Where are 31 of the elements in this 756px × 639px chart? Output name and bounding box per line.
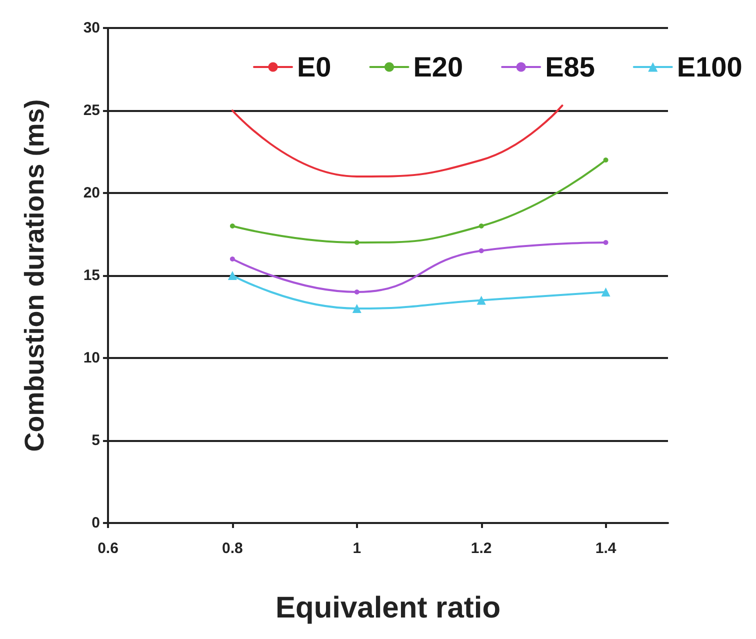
y-tick-label: 30 (83, 20, 100, 36)
point (603, 158, 608, 162)
y-tick-label: 20 (83, 184, 100, 202)
x-axis-title: Equivalent ratio (275, 592, 501, 624)
legend-label: E20 (413, 52, 464, 82)
y-tick-label: 15 (83, 267, 100, 284)
point (230, 256, 235, 262)
y-axis-title: Combustion durations (ms) (20, 99, 50, 452)
point (603, 240, 608, 245)
y-tick-label: 25 (83, 102, 100, 119)
y-tick-label: 5 (92, 432, 100, 449)
x-tick-label: 1 (352, 540, 362, 557)
legend-label: E0 (297, 52, 332, 82)
point (476, 296, 486, 305)
point (352, 304, 362, 313)
point (230, 224, 235, 228)
point (228, 271, 237, 280)
point (478, 248, 484, 254)
x-tick-label: 1.4 (595, 540, 617, 557)
legend-label: E85 (545, 52, 595, 82)
line-series (231, 104, 564, 178)
point (601, 288, 610, 296)
y-tick-label: 10 (83, 350, 100, 366)
x-tick-label: 0.8 (222, 540, 243, 557)
x-tick-label: 1.2 (470, 540, 492, 557)
legend-label: E100 (676, 52, 742, 82)
point (354, 240, 360, 245)
y-tick-label: 0 (92, 514, 100, 532)
point (354, 290, 360, 294)
point (478, 224, 484, 228)
x-tick-label: 0.6 (98, 540, 118, 557)
